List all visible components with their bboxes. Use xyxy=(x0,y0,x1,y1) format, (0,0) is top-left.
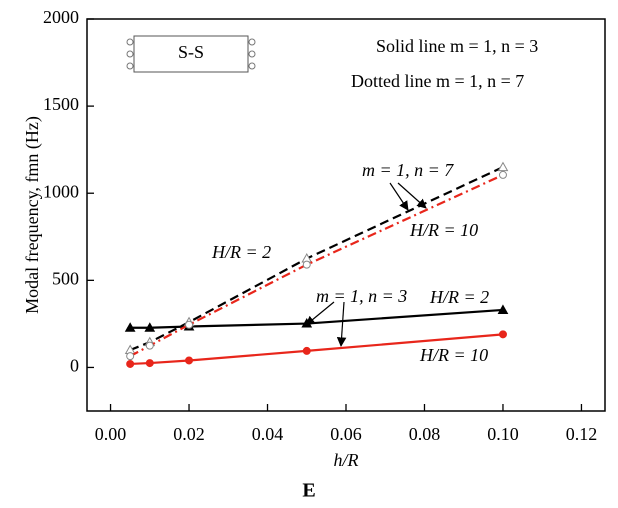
series-line xyxy=(129,166,504,352)
x-tick-label: 0.04 xyxy=(252,424,284,444)
point xyxy=(498,170,507,179)
point xyxy=(126,352,135,361)
point xyxy=(126,359,135,368)
point xyxy=(185,320,194,329)
y-tick-label: 2000 xyxy=(43,7,79,27)
arrows xyxy=(305,182,427,347)
series-line xyxy=(129,173,504,358)
annotation: S-S xyxy=(178,42,204,62)
point xyxy=(302,260,311,269)
caption: E xyxy=(302,480,315,502)
support-symbols xyxy=(126,38,256,70)
legend-box xyxy=(133,35,249,73)
annotation: Dotted line m = 1, n = 7 xyxy=(351,71,524,91)
y-axis-label: Modal frequency, fmn (Hz) xyxy=(22,116,43,314)
x-tick-label: 0.12 xyxy=(566,424,598,444)
point xyxy=(145,359,154,368)
x-tick-label: 0.02 xyxy=(173,424,205,444)
y-tick-label: 1500 xyxy=(43,94,79,114)
point xyxy=(145,341,154,350)
x-axis-label: h/R xyxy=(334,450,359,470)
annotation: m = 1, n = 3 xyxy=(316,286,407,306)
point xyxy=(497,161,509,172)
point xyxy=(302,346,311,355)
x-tick-label: 0.10 xyxy=(487,424,519,444)
point xyxy=(301,318,313,328)
y-tick-label: 0 xyxy=(70,356,79,376)
point xyxy=(497,304,509,314)
plot-frame xyxy=(86,18,606,412)
x-tick-label: 0.00 xyxy=(95,424,127,444)
annotation: m = 1, n = 7 xyxy=(362,160,454,180)
y-tick-label: 500 xyxy=(52,268,79,288)
y-tick-label: 1000 xyxy=(43,181,79,201)
point xyxy=(498,330,507,339)
point xyxy=(124,322,136,332)
annotation: Solid line m = 1, n = 3 xyxy=(376,36,538,56)
point xyxy=(144,322,156,332)
annotation: H/R = 2 xyxy=(429,287,489,307)
x-tick-label: 0.06 xyxy=(330,424,362,444)
annotation: H/R = 10 xyxy=(419,345,488,365)
annotation: H/R = 2 xyxy=(211,242,271,262)
x-tick-label: 0.08 xyxy=(409,424,441,444)
point xyxy=(185,356,194,365)
annotation: H/R = 10 xyxy=(409,220,478,240)
